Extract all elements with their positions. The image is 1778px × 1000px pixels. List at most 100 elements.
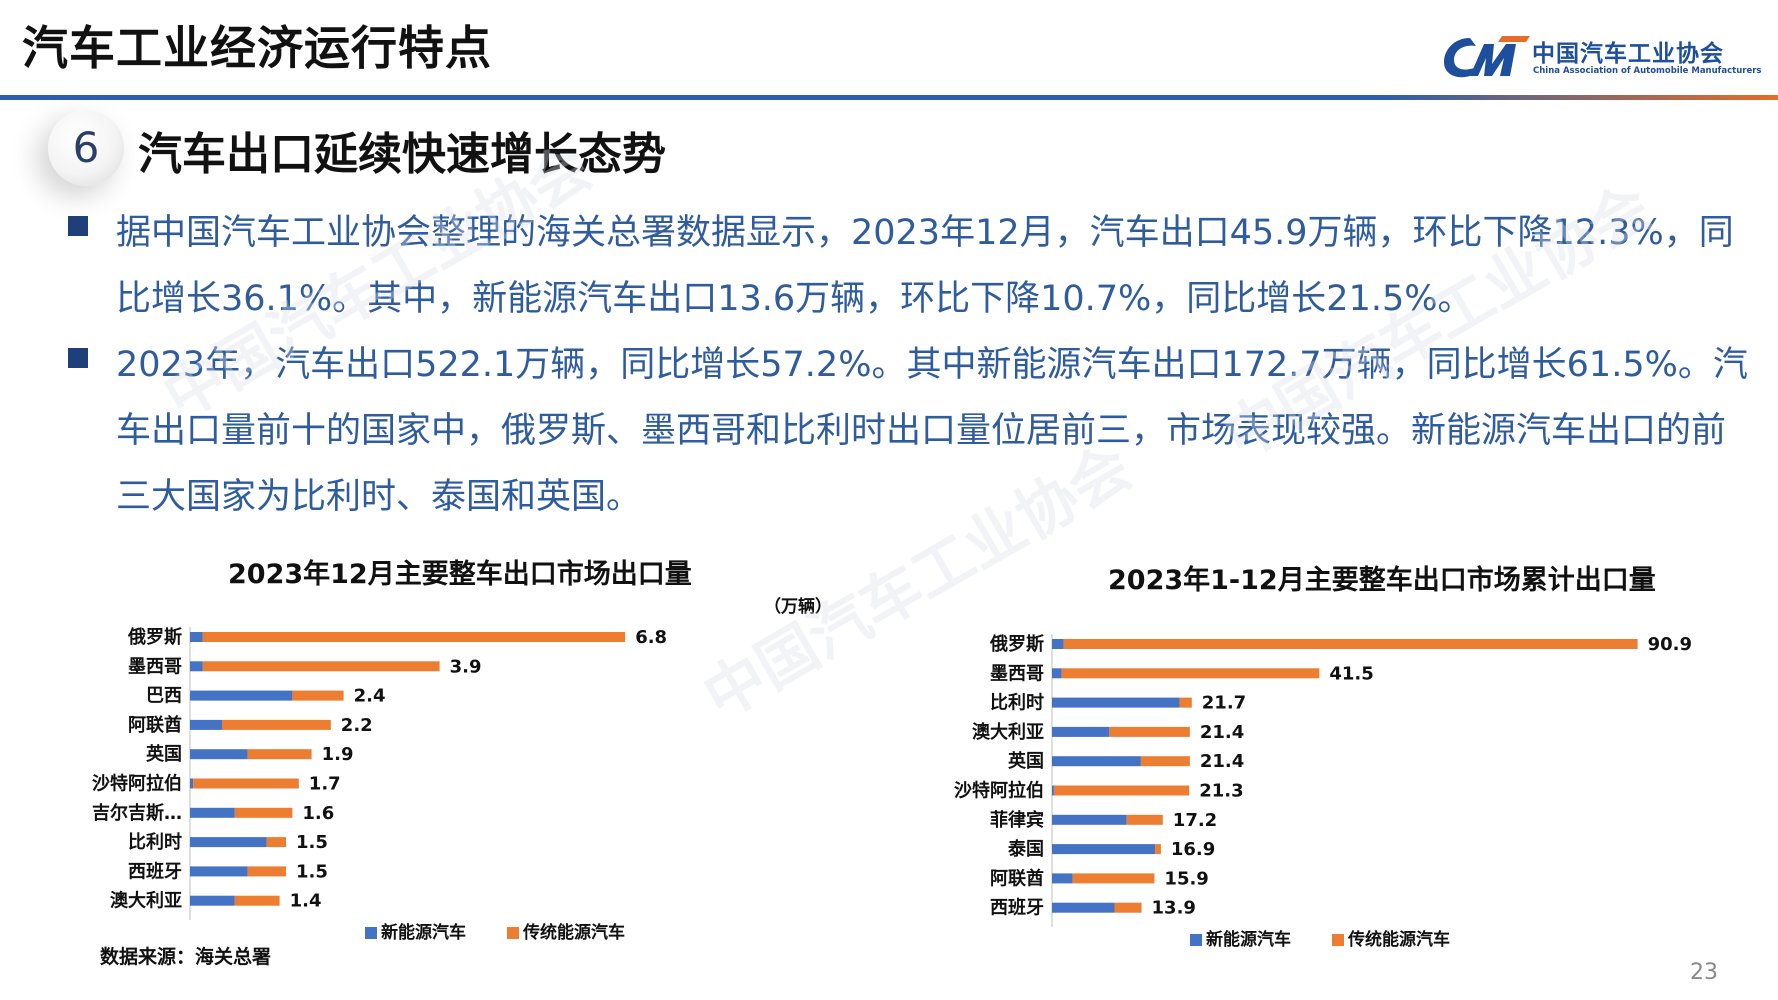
bar-segment <box>202 632 626 642</box>
category-label: 沙特阿拉伯 <box>954 780 1044 802</box>
bar-segment <box>1179 697 1192 708</box>
data-label: 17.2 <box>1173 810 1217 831</box>
bar-segment <box>247 866 286 877</box>
chart-december-exports: 俄罗斯 6.8 墨西哥 3.9 巴西 2.4 阿联酋 2.2 英国 1.9 沙特阿拉伯 1.7 吉尔吉斯… <box>92 626 667 943</box>
header-divider <box>0 95 1778 100</box>
page-number: 23 <box>1690 960 1718 985</box>
bar-segment <box>190 837 267 848</box>
chart-title-december: 2023年12月主要整车出口市场出口量 <box>228 559 692 590</box>
category-label: 墨西哥 <box>990 663 1044 684</box>
legend-swatch <box>1332 934 1344 946</box>
bar-segment <box>1052 814 1127 825</box>
legend-entry: 新能源汽车 <box>381 922 466 943</box>
caam-logo: 中国汽车工业协会 China Association of Automobile… <box>1440 30 1761 82</box>
data-label: 1.9 <box>322 744 354 765</box>
bar-segment <box>1052 756 1141 767</box>
data-label: 3.9 <box>450 656 482 677</box>
legend-swatch <box>365 927 377 939</box>
chart-annual-exports: 俄罗斯 90.9 墨西哥 41.5 比利时 21.7 澳大利亚 21.4 英国 21.4 沙特阿拉伯… <box>954 633 1692 950</box>
category-label: 俄罗斯 <box>127 626 182 648</box>
data-label: 2.2 <box>341 715 373 736</box>
data-label: 1.6 <box>302 803 334 824</box>
category-label: 阿联酋 <box>128 714 182 736</box>
page-title: 汽车工业经济运行特点 <box>22 21 492 75</box>
bar-segment <box>190 632 203 642</box>
category-label: 英国 <box>1007 750 1044 772</box>
data-label: 1.7 <box>309 774 341 795</box>
data-label: 6.8 <box>635 627 667 648</box>
category-label: 比利时 <box>128 831 182 853</box>
bar-segment <box>190 661 203 672</box>
bullet-text: 据中国汽车工业协会整理的海关总署数据显示，2023年12月，汽车出口45.9万辆… <box>116 213 1734 319</box>
bar-segment <box>292 690 344 701</box>
bar-segment <box>1052 697 1180 708</box>
bar-segment <box>190 778 194 789</box>
section-number-badge: 6 <box>48 110 124 186</box>
category-label: 菲律宾 <box>990 809 1044 831</box>
caam-logo-icon <box>1444 36 1530 78</box>
data-label: 1.5 <box>296 832 328 853</box>
legend-swatch <box>507 927 519 939</box>
category-label: 西班牙 <box>128 861 182 882</box>
legend-entry: 新能源汽车 <box>1206 929 1291 950</box>
category-label: 巴西 <box>146 686 182 707</box>
bar-segment <box>266 837 286 848</box>
bar-segment <box>222 719 331 730</box>
bar-segment <box>234 807 293 818</box>
category-label: 阿联酋 <box>990 867 1044 889</box>
data-label: 21.3 <box>1199 781 1243 802</box>
bar-segment <box>190 719 222 730</box>
section-title: 汽车出口延续快速增长态势 <box>138 129 666 180</box>
bar-segment <box>1052 785 1054 796</box>
bar-segment <box>1063 639 1638 649</box>
bar-segment <box>190 690 293 701</box>
data-label: 41.5 <box>1329 663 1373 684</box>
bullet-item: 2023年，汽车出口522.1万辆，同比增长57.2%。其中新能源汽车出口172… <box>68 332 1748 530</box>
bar-segment <box>190 866 248 877</box>
chart-unit-label: （万辆） <box>764 597 832 617</box>
bar-segment <box>1061 668 1320 679</box>
bar-segment <box>202 661 440 672</box>
category-label: 英国 <box>145 743 182 765</box>
legend-entry: 传统能源汽车 <box>1347 929 1450 950</box>
bar-segment <box>1053 785 1190 796</box>
bar-segment <box>1155 844 1161 855</box>
data-label: 1.4 <box>290 891 322 912</box>
bar-segment <box>1140 756 1190 767</box>
bar-segment <box>1052 873 1073 884</box>
legend-entry: 传统能源汽车 <box>522 922 625 943</box>
bar-segment <box>190 749 248 760</box>
bar-segment <box>234 895 280 906</box>
bullet-text: 2023年，汽车出口522.1万辆，同比增长57.2%。其中新能源汽车出口172… <box>116 345 1748 517</box>
logo-en-text: China Association of Automobile Manufact… <box>1533 66 1762 76</box>
category-label: 西班牙 <box>990 898 1044 919</box>
data-label: 1.5 <box>296 861 328 882</box>
category-label: 墨西哥 <box>128 656 182 677</box>
bullet-square-icon <box>68 216 88 236</box>
data-label: 13.9 <box>1152 898 1196 919</box>
bar-segment <box>1114 902 1142 913</box>
bar-segment <box>193 778 299 789</box>
category-label: 泰国 <box>1007 838 1044 860</box>
bar-segment <box>1052 726 1110 737</box>
legend-swatch <box>1190 934 1202 946</box>
bullet-item: 据中国汽车工业协会整理的海关总署数据显示，2023年12月，汽车出口45.9万辆… <box>68 200 1748 332</box>
category-label: 比利时 <box>990 692 1044 714</box>
data-label: 90.9 <box>1648 634 1692 655</box>
bar-segment <box>1109 726 1190 737</box>
bar-segment <box>190 895 235 906</box>
bar-segment <box>1052 668 1062 679</box>
data-label: 16.9 <box>1171 839 1215 860</box>
category-label: 澳大利亚 <box>972 721 1044 743</box>
bullet-square-icon <box>68 348 88 368</box>
chart-title-annual: 2023年1-12月主要整车出口市场累计出口量 <box>1108 565 1656 596</box>
bar-segment <box>1052 844 1156 855</box>
data-label: 21.7 <box>1202 693 1246 714</box>
data-label: 21.4 <box>1200 722 1244 743</box>
category-label: 澳大利亚 <box>110 890 182 912</box>
data-source: 数据来源：海关总署 <box>100 946 272 968</box>
bar-segment <box>1052 902 1115 913</box>
bar-segment <box>1052 639 1064 649</box>
bar-segment <box>247 749 312 760</box>
bar-segment <box>190 807 235 818</box>
